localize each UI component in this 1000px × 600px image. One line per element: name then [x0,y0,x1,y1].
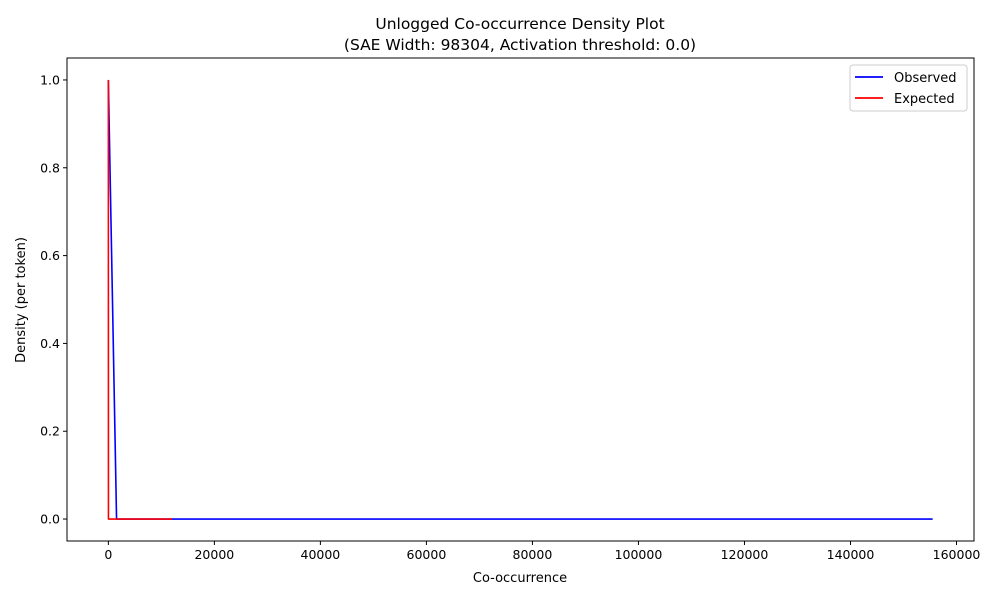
x-axis-label: Co-occurrence [473,571,567,586]
x-tick-label: 20000 [194,547,234,562]
y-tick-label: 0.0 [40,512,60,527]
y-tick-label: 0.2 [40,424,60,439]
y-tick-label: 0.6 [40,248,60,263]
y-axis-label: Density (per token) [14,237,29,363]
x-tick-label: 80000 [513,547,553,562]
legend-label-observed: Observed [894,71,957,86]
series-line-observed [107,79,933,520]
y-tick-label: 0.4 [40,336,60,351]
x-tick-label: 0 [104,547,112,562]
x-tick-label: 140000 [827,547,875,562]
chart-title: Unlogged Co-occurrence Density Plot [375,15,664,33]
legend: Observed Expected [849,64,968,112]
x-tick-label: 40000 [301,547,341,562]
x-tick-label: 100000 [615,547,663,562]
x-ticks: 0 20000 40000 60000 80000 100000 120000 140000 1… [104,541,980,562]
chart-subtitle: (SAE Width: 98304, Activation threshold:… [344,36,696,54]
x-tick-label: 160000 [933,547,981,562]
legend-label-expected: Expected [894,92,955,107]
y-ticks: 0.0 0.2 0.4 0.6 0.8 1.0 [40,72,67,527]
axes-frame [66,57,975,542]
y-tick-label: 1.0 [40,72,60,87]
x-tick-label: 60000 [407,547,447,562]
x-tick-label: 120000 [721,547,769,562]
plot-lines [107,79,933,520]
y-tick-label: 0.8 [40,160,60,175]
series-line-expected [107,79,172,520]
